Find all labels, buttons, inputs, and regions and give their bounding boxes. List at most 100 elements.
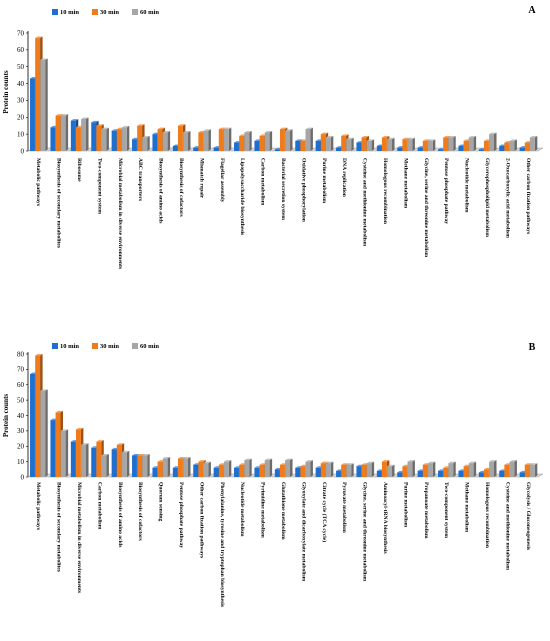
category-label: ABC transporters (137, 158, 143, 202)
bar (40, 58, 48, 151)
y-tick-label: 20 (17, 114, 25, 122)
bar (40, 389, 48, 477)
category-label: Methane metabolism (464, 482, 470, 533)
category-label: Aminoacyl-tRNA biosynthesis (382, 482, 388, 554)
bar (285, 129, 293, 151)
category-label: Microbial metabolism in diverse environm… (76, 482, 82, 594)
y-tick-label: 40 (17, 412, 25, 420)
y-axis-title: Protein counts (2, 394, 10, 438)
y-tick-label: 30 (17, 97, 25, 105)
bar (407, 460, 415, 477)
category-label: Bacterial secretion system (280, 158, 286, 220)
bar (244, 458, 252, 477)
bar (387, 137, 395, 151)
category-label: Cysteine and methionine metabolism (504, 482, 510, 570)
category-label: Glyoxylate and dicarboxylate metabolism (300, 482, 306, 582)
bar (60, 114, 69, 151)
bar (325, 136, 334, 151)
category-label: Pyruvate metabolism (341, 482, 347, 533)
bar (223, 127, 232, 151)
y-tick-label: 0 (21, 473, 25, 481)
category-label: Glycine, serine and threonine metabolism (362, 482, 368, 582)
y-tick-label: 10 (17, 458, 25, 466)
category-label: Biosynthesis of cofactors (137, 482, 143, 542)
category-label: Biosynthesis of cofactors (178, 158, 184, 218)
category-label: Pyrimidine metabolism (260, 482, 266, 538)
y-tick-label: 40 (17, 80, 25, 88)
legend-label: 10 min (60, 9, 79, 16)
category-label: Carbon metabolism (96, 482, 102, 530)
y-tick-label: 10 (17, 130, 25, 138)
bar (162, 130, 171, 151)
category-label: Two-component system (96, 158, 102, 214)
category-label: Cysteine and methionine metabolism (362, 158, 368, 246)
legend-label: 60 min (140, 9, 159, 16)
bar (529, 136, 538, 151)
bar (60, 429, 69, 477)
y-tick-label: 60 (17, 46, 25, 54)
category-label: Glycerophospholipid metabolism (484, 158, 490, 237)
y-tick-label: 30 (17, 427, 25, 435)
bar (121, 450, 130, 477)
bar (264, 458, 273, 477)
y-tick-label: 70 (17, 29, 25, 37)
bar (101, 453, 109, 477)
category-label: Phenylalanine, tyrosine and tryptophan b… (219, 482, 225, 608)
y-tick-label: 70 (17, 366, 25, 374)
category-label: Biosynthesis of amino acids (117, 482, 123, 548)
legend-swatch (92, 343, 98, 349)
bar (223, 460, 232, 477)
legend-swatch (132, 343, 138, 349)
bar (489, 460, 497, 477)
category-label: Homologous recombination (382, 158, 388, 225)
category-label: Mismatch repair (198, 158, 204, 199)
bar (509, 460, 517, 477)
bar (448, 136, 456, 151)
bar (468, 461, 477, 477)
bar (183, 457, 191, 477)
category-label: Quorum sensing (158, 482, 164, 522)
category-label: Pentose phosphate pathway (178, 482, 184, 548)
category-label: Purine metabolism (402, 482, 408, 528)
bar (448, 461, 456, 477)
y-axis-title: Protein counts (2, 70, 10, 114)
category-label: Pentose phosphate pathway (443, 158, 449, 224)
category-label: Nucleotide metabolism (239, 482, 245, 537)
y-tick-label: 50 (17, 396, 25, 404)
legend-label: 30 min (100, 9, 119, 16)
bar (101, 127, 109, 151)
category-label: Glutathione metabolism (280, 482, 286, 540)
bar (203, 129, 211, 151)
bar (325, 461, 334, 477)
bar (183, 130, 191, 151)
panel-a-chart: 0 10 20 30 40 50 60 70 Protein counts A 10 min 30 m… (2, 5, 544, 270)
bar (427, 461, 436, 477)
category-label: Other carbon fixation pathways (198, 482, 204, 559)
bar (468, 136, 477, 151)
legend-swatch (132, 9, 138, 15)
category-label: Biosynthesis of secondary metabolites (56, 158, 62, 249)
category-label: Metabolic pathways (35, 158, 41, 207)
bar (346, 137, 354, 151)
bar (142, 453, 150, 477)
category-label: Metabolic pathways (35, 482, 41, 531)
bar (244, 130, 252, 151)
category-label: Biosynthesis of amino acids (158, 158, 164, 224)
category-label: Citrate cycle (TCA cycle) (321, 482, 328, 542)
category-label: Methane metabolism (402, 158, 408, 209)
category-label: Biosynthesis of secondary metabolites (56, 482, 62, 573)
category-label: Microbial metabolism in diverse environm… (117, 158, 123, 270)
bar (305, 460, 313, 477)
bar (203, 461, 211, 477)
y-tick-label: 20 (17, 443, 25, 451)
y-tick-label: 60 (17, 381, 25, 389)
category-label: Homologous recombination (484, 482, 490, 549)
bar (142, 136, 150, 151)
panel-label: B (529, 342, 536, 353)
bar (264, 130, 273, 151)
bar (285, 458, 293, 477)
category-label: Oxidative phosphorylation (300, 158, 306, 223)
category-label: Ribosome (76, 158, 82, 182)
legend-swatch (92, 9, 98, 15)
bar (407, 137, 415, 151)
